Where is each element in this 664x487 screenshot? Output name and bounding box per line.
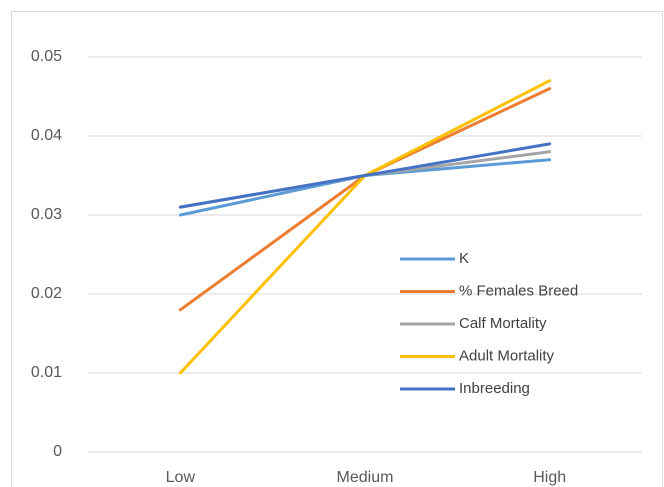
y-tick-label: 0.05: [31, 48, 62, 65]
y-tick-label: 0: [53, 443, 62, 460]
legend-label: Inbreeding: [459, 380, 530, 397]
legend-label: K: [459, 250, 469, 267]
x-tick-label: Medium: [337, 469, 394, 486]
chart-frame: [11, 11, 663, 487]
y-tick-label: 0.02: [31, 285, 62, 302]
x-tick-label: Low: [166, 469, 196, 486]
legend: K % Females Breed Calf Mortality Adult Mort…: [400, 250, 578, 397]
y-tick-label: 0.01: [31, 364, 62, 381]
legend-label: Calf Mortality: [459, 315, 547, 332]
series-line: [178, 142, 552, 209]
y-tick-label: 0.03: [31, 206, 62, 223]
legend-label: % Females Breed: [459, 282, 578, 299]
y-tick-label: 0.04: [31, 127, 62, 144]
x-tick-label: High: [533, 469, 566, 486]
legend-label: Adult Mortality: [459, 347, 555, 364]
